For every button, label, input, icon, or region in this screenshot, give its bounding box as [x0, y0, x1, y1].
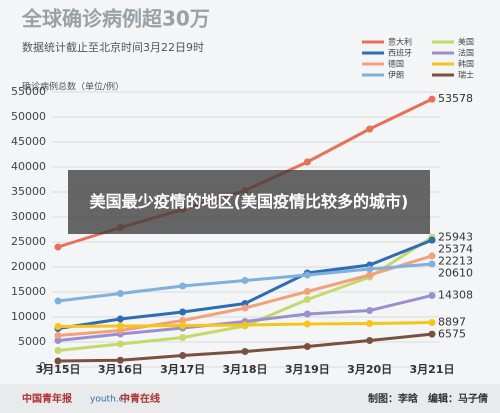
data-point	[303, 343, 311, 350]
data-point	[428, 319, 436, 327]
data-point	[303, 158, 311, 166]
y-tick-label: 45000	[11, 135, 46, 148]
data-point	[303, 320, 311, 328]
data-point	[366, 271, 374, 279]
data-point	[428, 236, 436, 244]
data-point	[366, 337, 374, 344]
data-point	[366, 265, 374, 273]
data-point	[303, 310, 311, 318]
data-point	[241, 321, 249, 329]
data-point	[54, 332, 62, 339]
x-tick-label: 3月20日	[347, 363, 392, 376]
legend-label: 美国	[458, 37, 474, 47]
x-tick-label: 3月16日	[98, 363, 143, 376]
x-tick-label: 3月19日	[285, 363, 330, 376]
data-point	[116, 356, 124, 364]
data-label: 8897	[438, 316, 466, 329]
overlay-banner: 美国最少疫情的地区(美国疫情比较多的城市)	[68, 170, 430, 234]
data-label: 6575	[438, 328, 466, 341]
legend-label: 伊朗	[388, 70, 404, 80]
data-point	[428, 95, 436, 103]
data-point	[54, 357, 62, 365]
data-point	[428, 252, 436, 260]
data-point	[366, 125, 374, 133]
data-point	[366, 320, 374, 327]
x-tick-label: 3月15日	[36, 363, 81, 376]
data-point	[116, 340, 124, 348]
series-line	[57, 332, 433, 363]
data-point	[428, 291, 436, 299]
y-tick-label: 0	[39, 360, 46, 373]
series-line	[57, 238, 433, 330]
data-point	[179, 334, 187, 341]
y-tick-label: 40000	[11, 160, 46, 173]
y-tick-label: 10000	[11, 310, 46, 323]
legend-label: 瑞士	[458, 70, 474, 80]
y-tick-label: 25000	[11, 235, 46, 248]
data-label: 20610	[438, 266, 473, 279]
data-label: 25943	[438, 230, 473, 243]
data-point	[116, 290, 124, 297]
data-point	[179, 322, 187, 329]
data-point	[428, 260, 436, 268]
chart-title: 全球确诊病例超30万	[21, 7, 210, 31]
data-point	[54, 243, 62, 251]
logo: 中青在线	[120, 392, 160, 405]
x-tick-label: 3月18日	[223, 363, 268, 376]
data-point	[116, 315, 124, 323]
data-point	[303, 296, 311, 303]
y-tick-label: 50000	[11, 110, 46, 123]
footer-bar	[0, 384, 500, 413]
y-tick-label: 55000	[11, 85, 46, 98]
legend-label: 西班牙	[388, 48, 412, 58]
data-point	[54, 337, 62, 344]
data-point	[54, 323, 62, 330]
data-point	[179, 317, 187, 324]
y-tick-label: 15000	[11, 285, 46, 298]
data-label: 25374	[438, 242, 473, 255]
legend-label: 法国	[458, 48, 474, 58]
chart-subtitle: 数据统计截止至北京时间3月22日9时	[22, 40, 204, 54]
data-point	[241, 304, 249, 312]
y-tick-label: 35000	[11, 185, 46, 198]
data-point	[303, 288, 311, 295]
legend-label: 意大利	[388, 37, 412, 47]
legend-label: 德国	[388, 59, 404, 69]
data-label: 53578	[438, 92, 473, 105]
data-label: 22213	[438, 254, 473, 267]
data-point	[428, 330, 436, 338]
y-tick-label: 30000	[11, 210, 46, 223]
data-point	[179, 308, 187, 316]
legend-label: 韩国	[458, 59, 474, 69]
data-point	[54, 297, 62, 305]
x-tick-label: 3月21日	[410, 363, 455, 376]
x-tick-label: 3月17日	[160, 363, 205, 376]
logo: 中国青年报	[22, 392, 72, 405]
data-point	[303, 271, 311, 279]
data-point	[116, 322, 124, 330]
data-point	[54, 347, 62, 354]
y-axis-label: 确诊病例总数（单位/例）	[22, 81, 124, 93]
logo: youth.cn	[90, 395, 129, 405]
credit: 制图：李晗 编辑：马子倩	[368, 392, 488, 405]
data-point	[366, 307, 374, 314]
data-label: 14308	[438, 288, 473, 301]
data-point	[241, 348, 249, 355]
data-point	[179, 282, 187, 290]
y-tick-label: 20000	[11, 260, 46, 273]
data-point	[241, 277, 249, 284]
y-tick-label: 5000	[18, 335, 46, 348]
data-point	[179, 352, 187, 359]
